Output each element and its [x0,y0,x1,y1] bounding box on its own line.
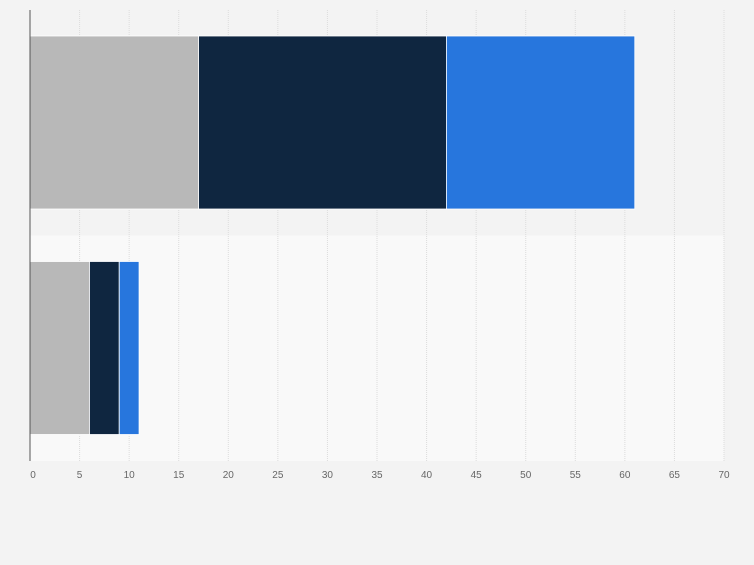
x-tick-label: 60 [619,470,631,481]
x-tick-label: 10 [124,470,136,481]
bars [29,35,636,435]
bar-segment[interactable] [118,261,140,435]
x-tick-label: 0 [30,470,36,481]
x-axis-tick-labels: 0 5 10 15 20 25 30 35 40 45 50 55 60 65 70 [30,470,730,481]
x-tick-label: 55 [570,470,582,481]
x-tick-label: 50 [520,470,532,481]
x-tick-label: 25 [272,470,284,481]
x-tick-label: 45 [471,470,483,481]
x-tick-label: 30 [322,470,334,481]
bar-segment[interactable] [198,35,447,210]
x-tick-label: 15 [173,470,185,481]
x-tick-label: 5 [77,470,83,481]
x-tick-label: 35 [371,470,383,481]
bar-segment[interactable] [29,35,199,210]
x-tick-label: 40 [421,470,433,481]
bar-segment[interactable] [29,261,90,435]
x-tick-label: 20 [223,470,235,481]
x-tick-label: 70 [718,470,730,481]
bar-segment[interactable] [445,35,636,210]
x-tick-label: 65 [669,470,681,481]
bar-segment[interactable] [89,261,120,435]
